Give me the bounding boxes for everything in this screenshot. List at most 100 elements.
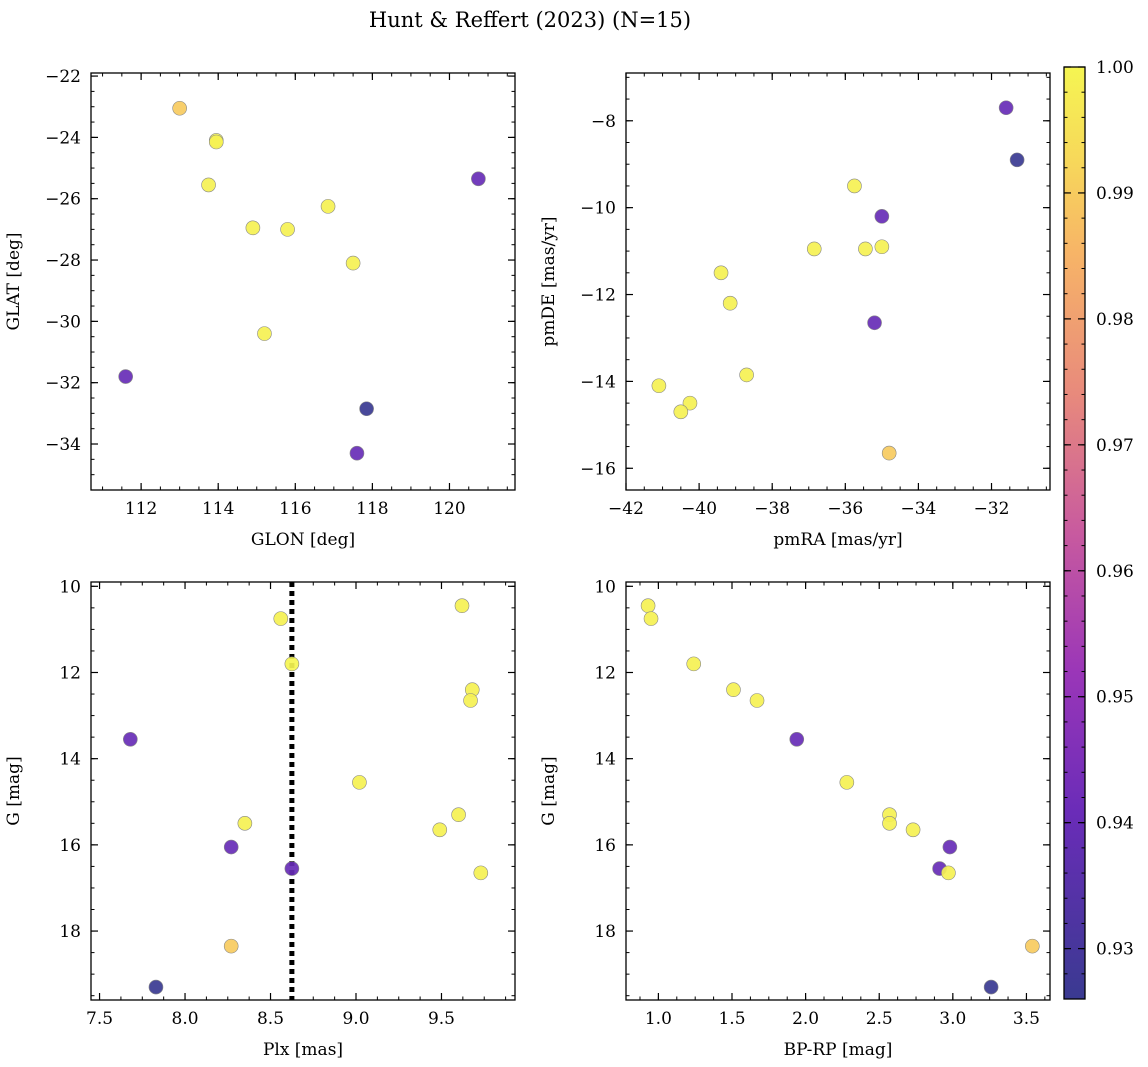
y-axis-label: G [mag] <box>4 756 24 825</box>
data-point <box>473 865 489 881</box>
data-point <box>673 404 689 420</box>
plot-frame <box>90 581 516 1001</box>
y-tick-label: −28 <box>45 251 81 271</box>
x-tick-label: 9.0 <box>342 1009 369 1029</box>
x-tick-label: 8.0 <box>172 1009 199 1029</box>
data-point <box>432 822 448 838</box>
data-point <box>349 445 365 461</box>
colorbar-gradient <box>1063 66 1086 1000</box>
data-point <box>722 295 738 311</box>
colorbar: 0.93 0.94 0.95 0.96 0.97 0.98 0.99 1.00 <box>1063 58 1134 1000</box>
panel-bprp-g: 1.0 1.5 2.0 2.5 3.0 3.5 10 12 14 16 18 BP-RP [mag] G… <box>539 577 1051 1060</box>
data-point <box>806 241 822 257</box>
data-point <box>789 731 805 747</box>
x-tick-label: −38 <box>754 499 790 519</box>
data-point <box>123 731 138 747</box>
colorbar-tick-label: 0.93 <box>1096 940 1134 960</box>
data-point <box>257 326 272 341</box>
data-point <box>839 775 855 790</box>
x-axis-label: Plx [mas] <box>263 1040 343 1060</box>
data-point <box>682 395 698 411</box>
x-tick-label: 2.0 <box>792 1009 819 1029</box>
x-tick-label: 3.0 <box>939 1009 966 1029</box>
y-tick-label: −30 <box>45 312 81 332</box>
data-point <box>345 255 361 271</box>
x-tick-label: 1.5 <box>718 1009 745 1029</box>
data-point <box>454 598 470 614</box>
x-axis-label: GLON [deg] <box>251 530 355 550</box>
x-tick-label: 8.5 <box>257 1009 284 1029</box>
y-tick-label: −14 <box>580 372 616 392</box>
x-axis-label: BP-RP [mag] <box>784 1040 893 1060</box>
data-point <box>284 656 300 672</box>
data-point <box>223 938 239 954</box>
y-axis-label: pmDE [mas/yr] <box>539 216 559 346</box>
data-point <box>881 445 897 461</box>
x-tick-label: 1.0 <box>645 1009 672 1029</box>
x-tick-label: 3.5 <box>1013 1009 1040 1029</box>
plot-frame <box>625 581 1051 1001</box>
data-point <box>172 100 187 116</box>
data-point <box>273 611 289 626</box>
y-tick-label: −26 <box>45 190 81 210</box>
y-tick-label: 12 <box>59 663 81 683</box>
data-point <box>284 861 300 876</box>
data-point <box>118 369 133 384</box>
data-point <box>223 839 239 855</box>
data-point <box>280 222 295 237</box>
colorbar-tick-label: 0.94 <box>1096 814 1134 834</box>
x-tick-label: 114 <box>202 499 234 519</box>
x-tick-label: −32 <box>974 499 1010 519</box>
x-tick-label: −40 <box>681 499 717 519</box>
colorbar-tick-label: 0.99 <box>1096 184 1134 204</box>
data-point <box>320 199 336 214</box>
x-tick-label: 120 <box>433 499 465 519</box>
y-tick-label: 10 <box>594 577 616 597</box>
plot-frame <box>90 72 516 491</box>
data-point <box>874 209 890 224</box>
x-tick-label: 2.5 <box>866 1009 893 1029</box>
y-tick-label: 16 <box>59 836 81 856</box>
data-point <box>640 598 656 614</box>
data-point <box>874 239 890 255</box>
data-point <box>352 775 367 790</box>
x-tick-label: −34 <box>900 499 936 519</box>
data-point <box>882 816 897 831</box>
data-point <box>726 682 741 698</box>
y-tick-label: −22 <box>45 67 81 87</box>
y-tick-label: 16 <box>594 836 616 856</box>
y-tick-label: 18 <box>59 922 81 942</box>
data-point <box>451 807 466 823</box>
data-point <box>1025 938 1040 954</box>
data-point <box>643 611 659 626</box>
x-tick-label: −42 <box>608 499 644 519</box>
y-tick-label: 14 <box>594 750 616 770</box>
figure-title: Hunt & Reffert (2023) (N=15) <box>369 8 691 32</box>
plot-frame <box>625 72 1051 491</box>
data-point <box>651 378 667 394</box>
y-tick-label: 14 <box>59 750 81 770</box>
data-point <box>471 171 486 187</box>
colorbar-tick-label: 0.96 <box>1096 562 1134 582</box>
data-point <box>245 220 261 236</box>
y-tick-label: −12 <box>580 286 616 306</box>
data-point <box>942 839 958 855</box>
y-tick-label: 18 <box>594 922 616 942</box>
panel-glon-glat: 112 114 116 118 120 −34 −32 −30 −28 −26 −24 −22 GLON… <box>4 67 516 550</box>
data-point <box>867 315 882 331</box>
x-tick-label: 112 <box>125 499 157 519</box>
x-tick-label: 9.5 <box>428 1009 455 1029</box>
y-tick-label: −16 <box>580 459 616 479</box>
y-tick-label: −24 <box>45 128 81 148</box>
data-point <box>941 865 956 881</box>
data-point <box>739 367 754 383</box>
data-point <box>847 178 862 194</box>
data-point <box>858 241 873 257</box>
y-tick-label: 12 <box>594 663 616 683</box>
data-point <box>208 134 224 150</box>
data-point <box>905 822 921 838</box>
data-point <box>713 265 729 281</box>
data-point <box>1009 152 1025 168</box>
data-point <box>359 401 374 417</box>
panel-plx-g: 7.5 8.0 8.5 9.0 9.5 10 12 14 16 18 Plx [mas] G [mag… <box>4 577 516 1060</box>
